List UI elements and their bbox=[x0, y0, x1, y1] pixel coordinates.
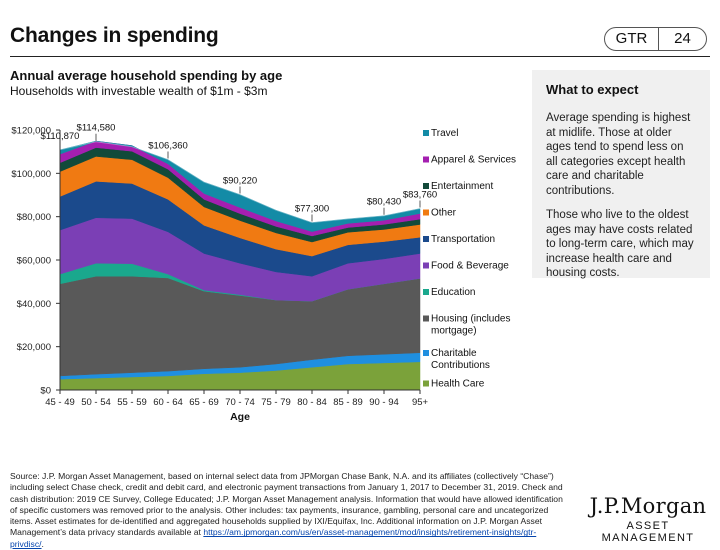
legend-swatch-charitable-contributions bbox=[423, 350, 429, 356]
legend-label-transportation: Transportation bbox=[431, 234, 495, 245]
y-tick-label: $40,000 bbox=[17, 299, 51, 310]
x-tick-label: 60 - 64 bbox=[153, 397, 183, 408]
source-end: . bbox=[41, 538, 44, 549]
page-title: Changes in spending bbox=[10, 24, 219, 47]
legend-swatch-food-beverage bbox=[423, 262, 429, 269]
x-tick-label: 70 - 74 bbox=[225, 397, 255, 408]
legend-swatch-other bbox=[423, 209, 429, 216]
legend-label-entertainment: Entertainment bbox=[431, 181, 493, 192]
privacy-link[interactable]: https://am.jpmorgan.com/us/en/asset-mana… bbox=[10, 527, 537, 549]
total-label: $80,430 bbox=[367, 197, 401, 208]
panel-heading: What to expect bbox=[546, 82, 639, 97]
legend-label-education: Education bbox=[431, 287, 475, 298]
x-tick-label: 55 - 59 bbox=[117, 397, 147, 408]
legend-swatch-travel bbox=[423, 130, 429, 136]
legend-label-apparel-services: Apparel & Services bbox=[431, 155, 516, 166]
jpmorgan-logo: J.P.Morgan ASSET MANAGEMENT bbox=[585, 494, 711, 544]
guide-label: GTR bbox=[605, 28, 659, 50]
legend-swatch-housing-includes-mortgage bbox=[423, 315, 429, 322]
panel-paragraph-2: Those who live to the oldest ages may ha… bbox=[546, 209, 694, 279]
legend-label-health-care: Health Care bbox=[431, 379, 485, 390]
legend-swatch-education bbox=[423, 289, 429, 295]
y-tick-label: $120,000 bbox=[11, 126, 51, 137]
source-text: Source: J.P. Morgan Asset Management, ba… bbox=[10, 471, 563, 538]
guide-page-badge: GTR 24 bbox=[604, 27, 707, 51]
y-tick-label: $60,000 bbox=[17, 256, 51, 267]
chart-subtitle: Households with investable wealth of $1m… bbox=[10, 84, 268, 98]
total-label: $106,360 bbox=[148, 141, 188, 152]
what-to-expect-panel: What to expect Average spending is highe… bbox=[532, 70, 710, 279]
title-divider bbox=[10, 56, 710, 57]
x-tick-label: 85 - 89 bbox=[333, 397, 363, 408]
legend-label-charitable-contributions: Charitable Contributions bbox=[431, 348, 490, 371]
logo-wordmark: J.P.Morgan bbox=[589, 494, 707, 518]
x-tick-label: 95+ bbox=[412, 397, 429, 408]
x-tick-label: 50 - 54 bbox=[81, 397, 111, 408]
total-outline bbox=[59, 141, 421, 224]
y-tick-label: $20,000 bbox=[17, 342, 51, 353]
x-tick-label: 90 - 94 bbox=[369, 397, 399, 408]
legend-swatch-health-care bbox=[423, 380, 429, 387]
page-number: 24 bbox=[674, 30, 691, 47]
legend-label-other: Other bbox=[431, 208, 457, 219]
logo-tagline: ASSET MANAGEMENT bbox=[601, 520, 695, 544]
legend-swatch-transportation bbox=[423, 236, 429, 242]
total-label: $90,220 bbox=[223, 176, 257, 187]
legend-label-travel: Travel bbox=[431, 128, 458, 139]
source-footnote: Source: J.P. Morgan Asset Management, ba… bbox=[10, 471, 565, 550]
chart-title: Annual average household spending by age bbox=[10, 68, 283, 83]
x-tick-label: 65 - 69 bbox=[189, 397, 219, 408]
y-tick-label: $80,000 bbox=[17, 212, 51, 223]
legend-label-housing-includes-mortgage: Housing (includes mortgage) bbox=[431, 314, 511, 337]
total-label: $77,300 bbox=[295, 204, 329, 215]
x-tick-label: 80 - 84 bbox=[297, 397, 327, 408]
x-tick-label: 75 - 79 bbox=[261, 397, 291, 408]
x-axis-title: Age bbox=[230, 411, 250, 423]
legend-swatch-entertainment bbox=[423, 183, 429, 189]
y-tick-label: $0 bbox=[40, 386, 51, 397]
total-label: $83,760 bbox=[403, 190, 437, 201]
panel-paragraph-1: Average spending is highest at midlife. … bbox=[546, 112, 691, 197]
legend-label-food-beverage: Food & Beverage bbox=[431, 261, 509, 272]
x-tick-label: 45 - 49 bbox=[45, 397, 75, 408]
total-label: $110,870 bbox=[41, 131, 80, 142]
total-label: $114,580 bbox=[77, 123, 116, 134]
spending-area-chart: $0 $20,000 $40,000 $60,000 $80,000 $100,000 $1… bbox=[11, 123, 516, 423]
legend-swatch-apparel-services bbox=[423, 156, 429, 163]
y-tick-label: $100,000 bbox=[11, 169, 51, 180]
area-travel bbox=[59, 140, 421, 232]
